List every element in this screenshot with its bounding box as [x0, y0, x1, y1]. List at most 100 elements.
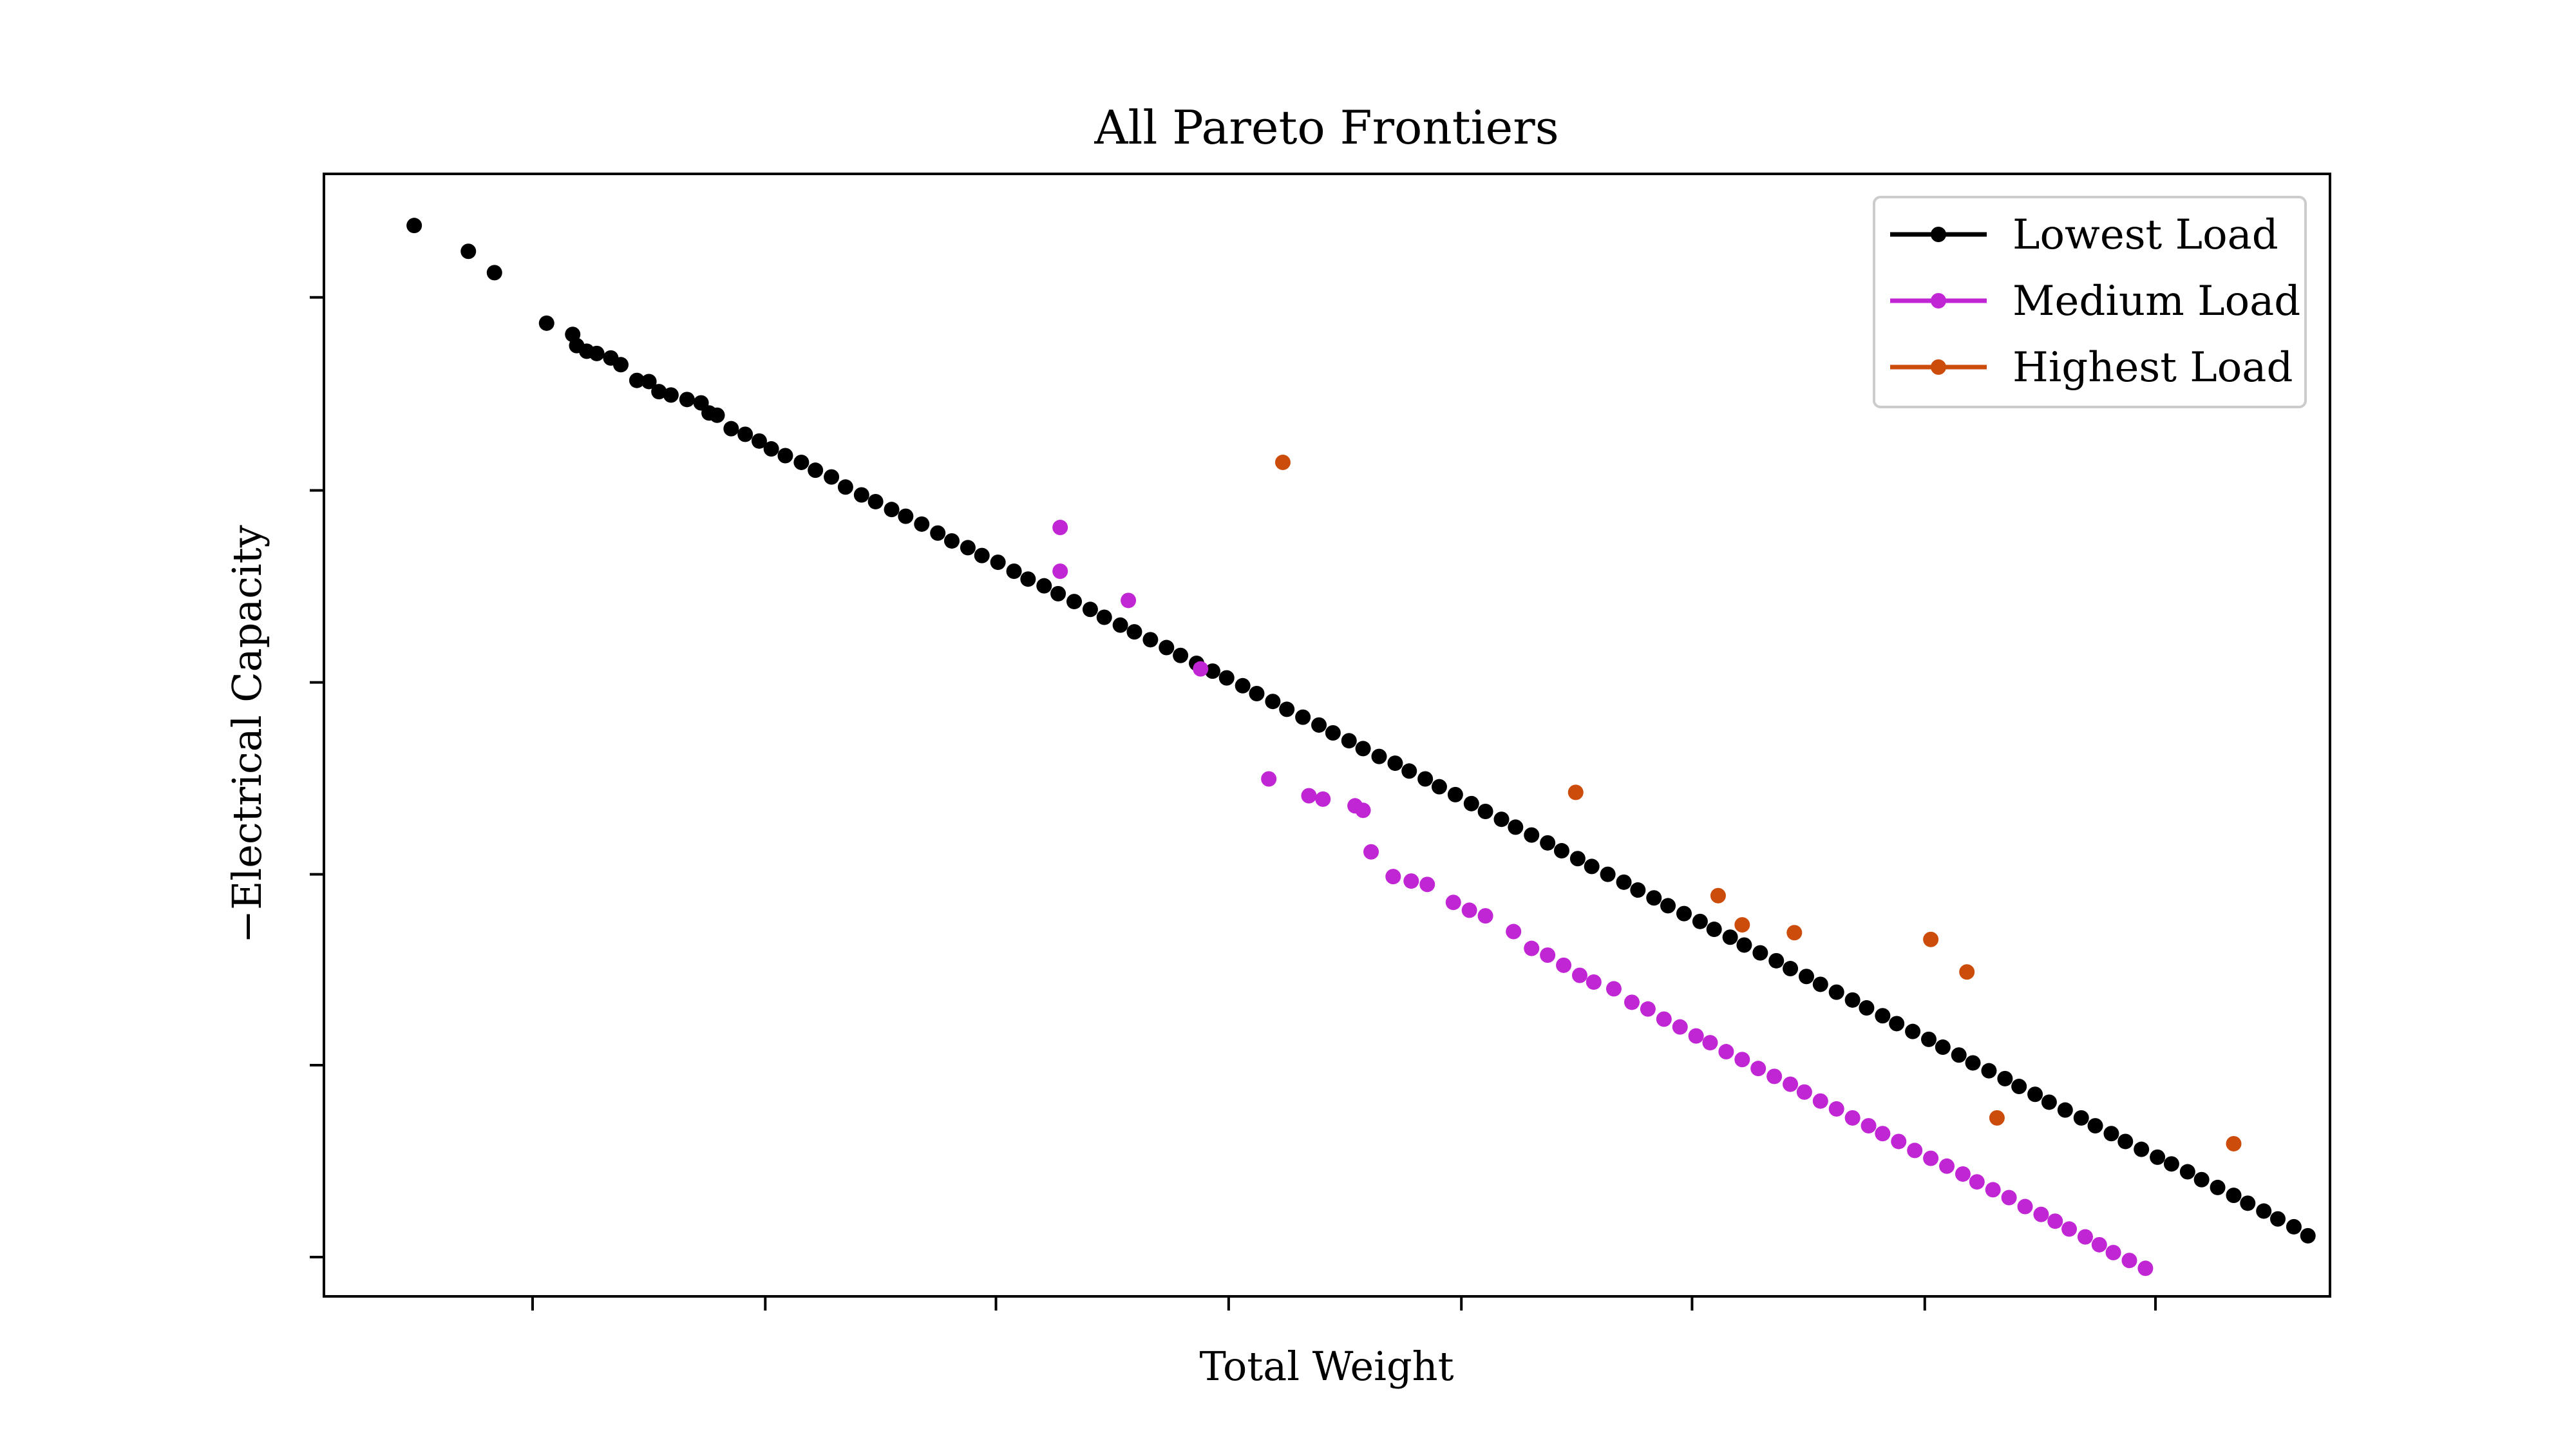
- point: [1859, 1000, 1875, 1016]
- point: [1261, 771, 1277, 787]
- point: [2226, 1135, 2242, 1151]
- point: [1624, 994, 1640, 1010]
- point: [1036, 578, 1052, 594]
- point: [1828, 984, 1844, 1000]
- point: [853, 487, 869, 503]
- point: [1052, 564, 1068, 580]
- point: [1951, 1047, 1967, 1063]
- legend-box: [1873, 196, 2307, 408]
- point: [1710, 887, 1726, 904]
- point: [1923, 931, 1939, 947]
- point: [1493, 811, 1510, 828]
- point: [1506, 923, 1522, 940]
- point: [2041, 1094, 2057, 1110]
- point: [1553, 843, 1569, 859]
- point: [1050, 585, 1066, 601]
- point: [1419, 876, 1435, 893]
- point: [1981, 1063, 1997, 1079]
- point: [1540, 947, 1556, 963]
- point: [1401, 763, 1417, 779]
- point: [2270, 1211, 2286, 1227]
- point: [1997, 1070, 2013, 1086]
- point: [1750, 1061, 1766, 1077]
- point: [1387, 755, 1403, 772]
- point: [1939, 1158, 1955, 1174]
- point: [1959, 964, 1975, 980]
- legend-marker-1: [1931, 293, 1946, 308]
- legend-label-1: Medium Load: [2012, 278, 2300, 325]
- point: [793, 454, 810, 470]
- legend: Lowest Load Medium Load Highest Load: [1873, 196, 2307, 408]
- point: [1020, 571, 1036, 587]
- point: [641, 374, 657, 390]
- point: [1584, 858, 1600, 875]
- point: [1812, 976, 1828, 992]
- point: [1692, 913, 1708, 929]
- point: [2057, 1102, 2073, 1118]
- point: [1955, 1166, 1971, 1182]
- point: [737, 426, 753, 442]
- point: [1265, 694, 1281, 710]
- point: [1702, 1035, 1718, 1051]
- y-axis-ticks: [310, 296, 324, 1258]
- point: [1734, 917, 1750, 933]
- point: [1445, 895, 1461, 911]
- point: [2073, 1110, 2089, 1126]
- point: [1121, 592, 1137, 609]
- point: [2163, 1156, 2179, 1172]
- point: [1844, 992, 1861, 1008]
- point: [1066, 594, 1083, 610]
- point: [1752, 945, 1768, 961]
- point: [1403, 873, 1419, 889]
- point: [1734, 1052, 1750, 1068]
- point: [1325, 725, 1341, 741]
- point: [1923, 1150, 1939, 1166]
- point: [2061, 1221, 2078, 1237]
- point: [867, 493, 884, 509]
- point: [2256, 1203, 2272, 1219]
- point: [460, 243, 477, 260]
- point: [1672, 1019, 1688, 1035]
- point: [629, 372, 645, 388]
- point: [2105, 1245, 2121, 1261]
- point: [1218, 670, 1235, 686]
- point: [1142, 632, 1159, 648]
- series-lowest-load: [406, 218, 2316, 1244]
- point: [1768, 952, 1785, 969]
- point: [1477, 908, 1493, 924]
- point: [1828, 1101, 1844, 1117]
- point: [1052, 520, 1068, 536]
- point: [1569, 851, 1586, 867]
- point: [751, 433, 767, 449]
- point: [2017, 1198, 2033, 1215]
- point: [1706, 922, 1722, 938]
- point: [723, 421, 739, 437]
- point: [884, 502, 900, 518]
- point: [1630, 882, 1646, 898]
- point: [1112, 617, 1128, 633]
- point: [1985, 1182, 2001, 1198]
- point: [1006, 564, 1022, 580]
- point: [1646, 890, 1662, 906]
- point: [1875, 1126, 1891, 1142]
- point: [1126, 624, 1142, 640]
- point: [2300, 1227, 2316, 1244]
- point: [2193, 1171, 2210, 1188]
- point: [663, 387, 679, 403]
- point: [777, 448, 793, 464]
- point: [824, 469, 840, 485]
- point: [1279, 701, 1295, 717]
- point: [1718, 1044, 1734, 1060]
- point: [1235, 677, 1251, 694]
- point: [837, 479, 853, 495]
- point: [2103, 1126, 2119, 1142]
- point: [2226, 1188, 2242, 1204]
- point: [2121, 1253, 2137, 1269]
- point: [1796, 1084, 1812, 1100]
- point: [2150, 1149, 2166, 1165]
- point: [2011, 1079, 2027, 1095]
- point: [2001, 1189, 2017, 1206]
- point: [1355, 802, 1371, 819]
- point: [1571, 967, 1587, 983]
- point: [1766, 1068, 1783, 1084]
